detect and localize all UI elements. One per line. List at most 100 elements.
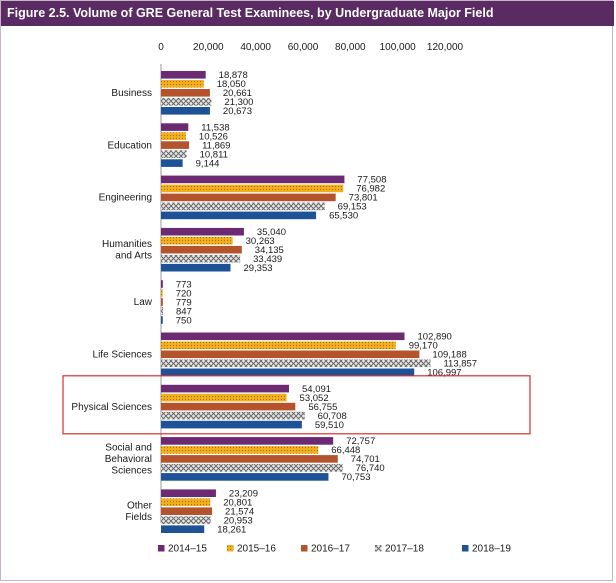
data-label: 750 (176, 315, 192, 326)
category-label: Behavioral (105, 454, 152, 465)
bar-6-2 (161, 341, 396, 350)
bar-8-3 (161, 455, 338, 463)
bar-7-1 (161, 384, 290, 393)
category-label: Humanities (102, 239, 152, 250)
data-label: 102,890 (418, 332, 452, 343)
data-label: 720 (176, 288, 192, 299)
data-label: 72,757 (346, 436, 375, 447)
bar-4-3 (161, 245, 242, 254)
data-label: 70,753 (341, 472, 370, 483)
data-label: 23,209 (229, 489, 258, 500)
bar-8-4 (161, 464, 343, 472)
legend-label: 2014–15 (168, 544, 207, 555)
category-label: Life Sciences (93, 350, 152, 361)
bar-1-3 (161, 89, 210, 97)
x-tick-label: 40,000 (240, 42, 271, 53)
bar-8-5 (161, 473, 329, 481)
x-tick-label: 100,000 (380, 42, 417, 53)
data-label: 9,144 (196, 158, 220, 169)
data-label: 21,574 (225, 507, 254, 518)
data-label: 76,982 (356, 184, 385, 195)
data-label: 77,508 (357, 175, 386, 186)
x-tick-label: 80,000 (335, 42, 366, 53)
category-label: Physical Sciences (71, 402, 152, 413)
bar-5-5 (161, 316, 163, 324)
data-label: 18,261 (217, 525, 246, 536)
category-label: Fields (125, 512, 152, 523)
category-label: Education (108, 140, 152, 151)
category-label: Business (111, 88, 152, 99)
bar-7-4 (161, 411, 305, 420)
data-label: 109,188 (432, 350, 466, 361)
data-label: 20,801 (223, 498, 252, 509)
data-label: 76,740 (356, 463, 385, 474)
bar-9-3 (161, 507, 213, 515)
highlight-box (62, 375, 531, 435)
category-label: Law (134, 297, 153, 308)
data-label: 29,353 (243, 263, 272, 274)
legend-swatch (375, 545, 382, 552)
bar-6-4 (161, 359, 431, 368)
data-label: 69,153 (338, 202, 367, 213)
bar-3-3 (161, 193, 336, 202)
legend-swatch (227, 545, 234, 552)
bar-8-1 (161, 437, 334, 445)
data-label: 60,708 (318, 411, 347, 422)
legend-swatch (462, 545, 469, 552)
data-label: 53,052 (300, 393, 329, 404)
bar-3-4 (161, 202, 325, 211)
bar-1-2 (161, 80, 204, 88)
data-label: 56,755 (308, 402, 337, 413)
x-tick-label: 20,000 (193, 42, 224, 53)
data-label: 33,439 (253, 254, 282, 265)
bar-9-1 (161, 489, 216, 497)
category-label: Social and (105, 443, 152, 454)
data-label: 779 (176, 297, 192, 308)
bar-5-2 (161, 289, 163, 297)
data-label: 59,510 (315, 420, 344, 431)
bar-9-5 (161, 525, 205, 533)
bar-5-1 (161, 280, 163, 288)
bar-4-5 (161, 263, 231, 272)
category-label: Engineering (99, 193, 152, 204)
legend-label: 2018–19 (472, 544, 511, 555)
data-label: 10,526 (199, 131, 228, 142)
bar-8-2 (161, 446, 319, 454)
bar-4-1 (161, 227, 244, 236)
bar-6-5 (161, 368, 415, 377)
data-label: 35,040 (257, 227, 286, 238)
data-label: 11,869 (202, 140, 230, 151)
bar-6-1 (161, 332, 405, 341)
legend-label: 2017–18 (385, 544, 424, 555)
bar-6-3 (161, 350, 420, 359)
data-label: 66,448 (331, 445, 360, 456)
category-label: Other (127, 501, 153, 512)
bar-3-2 (161, 184, 344, 193)
bar-7-2 (161, 393, 287, 402)
data-label: 30,263 (246, 236, 275, 247)
bar-3-5 (161, 211, 317, 220)
data-label: 106,997 (427, 368, 461, 379)
data-label: 20,953 (224, 516, 253, 527)
data-label: 99,170 (409, 341, 438, 352)
x-tick-label: 120,000 (427, 42, 464, 53)
data-label: 20,673 (223, 106, 252, 117)
bar-4-2 (161, 236, 233, 245)
legend-swatch (158, 545, 165, 552)
bar-2-4 (161, 150, 187, 158)
bar-2-5 (161, 159, 183, 167)
legend-label: 2016–17 (311, 544, 350, 555)
data-label: 73,801 (349, 193, 378, 204)
legend-swatch (301, 545, 308, 552)
bar-7-3 (161, 402, 296, 411)
data-label: 54,091 (302, 384, 331, 395)
bar-1-4 (161, 98, 212, 106)
bar-2-2 (161, 132, 186, 140)
bar-5-4 (161, 307, 164, 315)
data-label: 65,530 (329, 211, 358, 222)
category-label: and Arts (115, 251, 152, 262)
x-tick-label: 0 (158, 42, 164, 53)
figure-title: Figure 2.5. Volume of GRE General Test E… (1, 1, 614, 26)
bar-2-3 (161, 141, 190, 149)
